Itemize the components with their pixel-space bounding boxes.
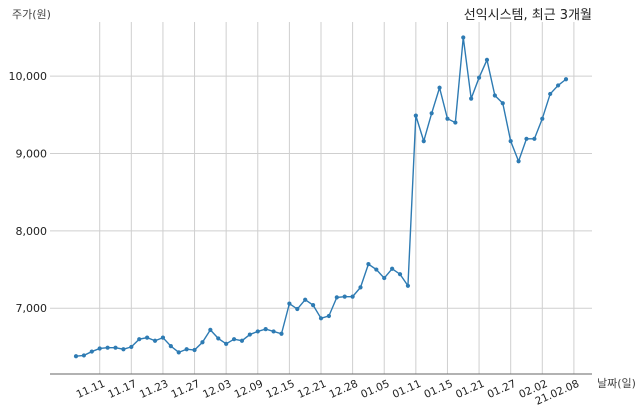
y-tick-label: 10,000 — [9, 70, 48, 83]
data-point — [334, 295, 339, 300]
x-tick-label: 01.11 — [391, 378, 423, 401]
data-point — [113, 345, 118, 350]
data-point — [524, 136, 529, 141]
x-tick-label: 01.05 — [359, 378, 391, 401]
data-point — [137, 337, 142, 342]
data-point — [129, 344, 134, 350]
data-point — [342, 294, 347, 299]
data-point — [461, 35, 466, 40]
data-point — [73, 354, 79, 359]
data-point — [318, 316, 324, 321]
data-point — [516, 159, 521, 164]
data-point — [81, 353, 87, 358]
data-point — [263, 327, 268, 332]
data-point — [548, 91, 553, 97]
data-point — [469, 96, 474, 101]
data-point — [152, 338, 158, 343]
x-axis-label: 날짜(일) — [597, 376, 636, 390]
data-point — [168, 344, 173, 349]
data-point — [445, 116, 450, 121]
data-point — [366, 262, 371, 267]
data-point — [326, 313, 332, 319]
data-point — [350, 294, 355, 299]
x-tick-label: 12.09 — [233, 378, 265, 401]
x-tick-label: 01.15 — [422, 378, 454, 401]
data-point — [484, 57, 490, 63]
chart-title: 선익시스템, 최근 3개월 — [464, 8, 592, 23]
data-point — [382, 275, 387, 281]
data-point — [555, 83, 561, 88]
x-tick-label: 11.11 — [75, 378, 107, 401]
data-point — [231, 337, 237, 342]
data-point — [200, 340, 205, 345]
data-point — [358, 285, 363, 290]
data-point — [216, 336, 221, 341]
data-point — [413, 113, 418, 118]
data-point — [476, 75, 482, 80]
data-point — [374, 267, 379, 272]
data-point — [405, 283, 411, 288]
data-point — [390, 266, 395, 271]
data-point — [224, 341, 229, 346]
x-tick-labels: 11.11 11.17 11.23 11.27 12.03 12.09 12.15 12.21… — [75, 378, 582, 408]
data-point — [429, 111, 434, 116]
data-point — [563, 77, 569, 82]
data-point — [500, 101, 505, 106]
data-point — [271, 329, 276, 334]
y-tick-label: 8,000 — [16, 225, 48, 238]
data-point — [310, 303, 316, 308]
x-tick-label: 11.23 — [138, 378, 170, 401]
data-point — [176, 350, 181, 355]
data-point — [184, 347, 189, 352]
x-tick-label: 12.28 — [327, 378, 359, 401]
price-points — [73, 35, 569, 359]
data-point — [295, 306, 300, 312]
x-tick-label: 12.03 — [201, 378, 233, 401]
horizontal-gridlines — [50, 75, 592, 309]
data-point — [437, 85, 442, 90]
y-tick-label: 9,000 — [16, 148, 48, 161]
x-tick-label: 01.27 — [486, 378, 518, 401]
data-point — [121, 347, 126, 352]
data-point — [105, 345, 110, 350]
y-axis-label: 주가(원) — [12, 8, 51, 21]
y-tick-label: 7,000 — [16, 302, 48, 315]
data-point — [421, 139, 426, 144]
data-point — [239, 338, 245, 343]
data-point — [287, 301, 292, 306]
data-point — [492, 93, 497, 98]
x-tick-label: 11.27 — [169, 378, 201, 401]
vertical-gridlines — [99, 22, 575, 374]
data-point — [160, 335, 166, 340]
y-tick-labels: 7,000 8,000 9,000 10,000 — [9, 70, 48, 315]
data-point — [397, 272, 403, 277]
data-point — [532, 136, 537, 141]
data-point — [255, 329, 260, 334]
data-point — [540, 116, 545, 121]
data-point — [89, 349, 94, 354]
x-tick-label: 11.17 — [106, 378, 138, 401]
data-point — [97, 346, 102, 351]
data-point — [192, 347, 197, 353]
data-point — [279, 331, 284, 336]
data-point — [508, 139, 513, 144]
x-tick-label: 12.21 — [296, 378, 328, 401]
data-point — [247, 332, 252, 337]
x-tick-label: 12.15 — [264, 378, 296, 401]
x-tick-label: 01.21 — [454, 378, 486, 401]
data-point — [145, 335, 150, 340]
data-point — [208, 327, 213, 333]
data-point — [453, 120, 458, 125]
data-point — [303, 297, 308, 302]
